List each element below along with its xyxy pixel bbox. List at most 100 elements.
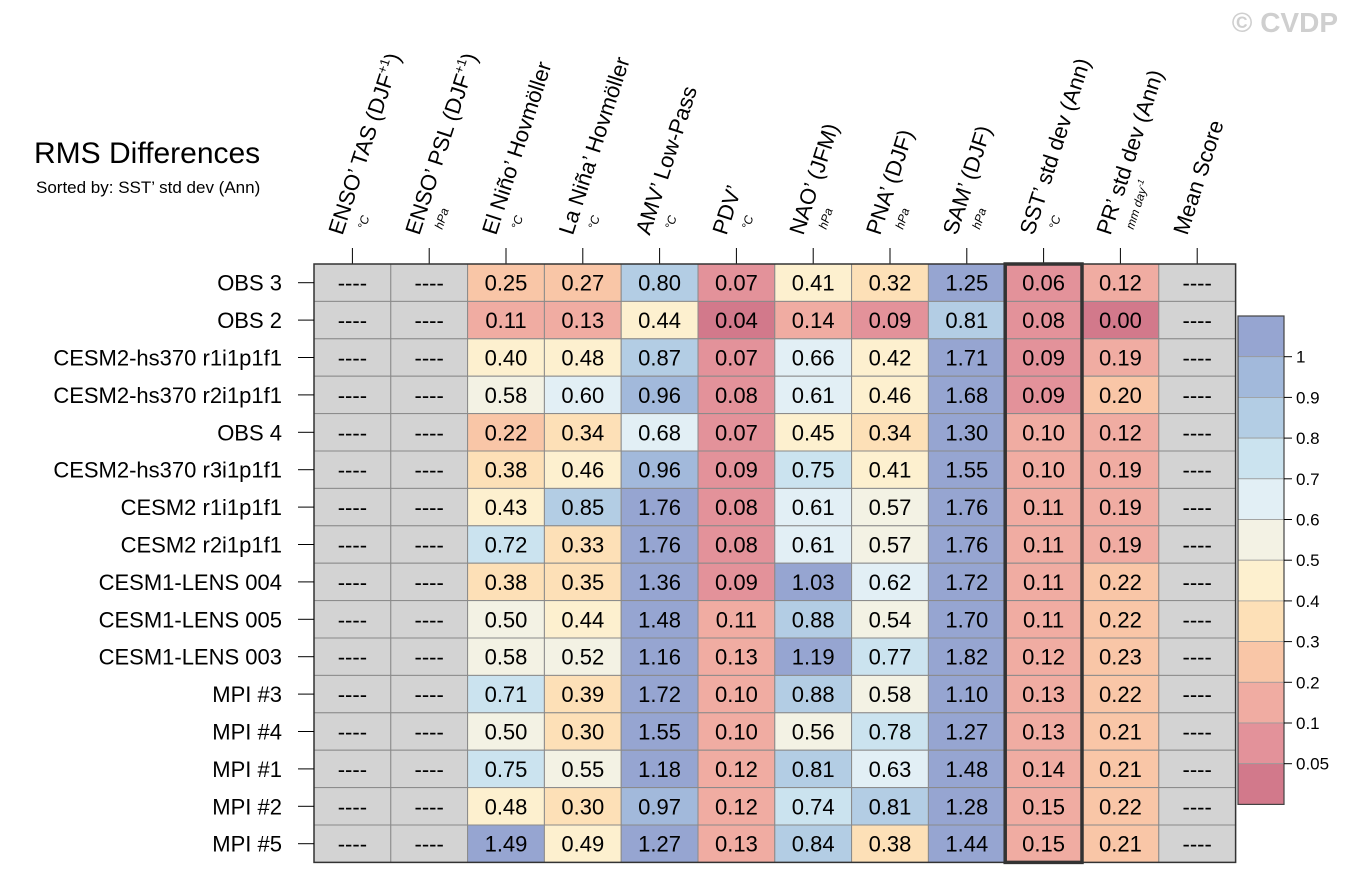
cell-value: 0.13: [715, 832, 758, 857]
heatmap-cell: [543, 300, 622, 340]
heatmap-cell: [774, 562, 853, 602]
heatmap-cell: [774, 600, 853, 639]
column-label: SAM’ (DJF): [938, 122, 997, 237]
cell-value: 0.30: [561, 794, 604, 819]
heatmap-cell: [774, 300, 853, 340]
cell-value: 0.44: [638, 308, 681, 333]
cell-value: 0.19: [1099, 346, 1142, 371]
cell-value: 0.04: [715, 308, 758, 333]
cell-value: 0.38: [485, 570, 528, 595]
cell-value: 0.34: [869, 420, 912, 445]
cell-value: ----: [1183, 607, 1212, 632]
heatmap-cell: [1081, 413, 1160, 452]
heatmap-cell: [927, 712, 1006, 751]
cell-value: 0.75: [792, 458, 835, 483]
cell-value: ----: [1183, 458, 1212, 483]
cell-value: 0.07: [715, 346, 758, 371]
colorbar-tick-label: 0.4: [1296, 592, 1320, 611]
heatmap-cell: [543, 787, 622, 826]
cell-value: 0.20: [1099, 383, 1142, 408]
colorbar-swatch: [1237, 519, 1285, 561]
cell-value: ----: [1183, 383, 1212, 408]
heatmap-cell: [1158, 674, 1237, 714]
cell-value: 0.81: [945, 308, 988, 333]
heatmap-cell: [390, 824, 469, 863]
colorbar-tick-label: 1: [1296, 348, 1305, 367]
cell-value: 0.35: [561, 570, 604, 595]
cell-value: 0.60: [561, 383, 604, 408]
cell-value: 0.07: [715, 271, 758, 296]
cell-value: ----: [415, 682, 444, 707]
row-label: CESM1-LENS 004: [99, 570, 282, 595]
heatmap-cell: [1158, 824, 1237, 863]
heatmap-cell: [467, 450, 545, 489]
heatmap-cell: [620, 562, 699, 602]
cell-value: 1.30: [945, 420, 988, 445]
heatmap-cell: [313, 637, 392, 676]
heatmap-cell: [467, 300, 545, 340]
heatmap-cell: [620, 712, 699, 751]
cell-value: 0.34: [561, 420, 604, 445]
cell-value: ----: [1183, 757, 1212, 782]
cell-value: 0.22: [485, 420, 528, 445]
heatmap-cell: [313, 300, 392, 340]
row-label: OBS 3: [217, 271, 282, 296]
cell-value: 0.09: [1022, 383, 1065, 408]
heatmap-cell: [697, 487, 776, 527]
column-label-sup: +1: [374, 57, 393, 76]
cell-value: ----: [338, 794, 367, 819]
row-label: CESM2-hs370 r2i1p1f1: [53, 383, 282, 408]
heatmap-cell: [620, 824, 699, 863]
cell-value: 0.38: [869, 832, 912, 857]
cell-value: ----: [338, 308, 367, 333]
cell-value: 0.21: [1099, 832, 1142, 857]
cell-value: ----: [415, 607, 444, 632]
cell-value: ----: [1183, 495, 1212, 520]
cell-value: 0.52: [561, 645, 604, 670]
heatmap-cell: [1081, 263, 1160, 302]
heatmap-cell: [543, 674, 622, 714]
cell-value: 0.62: [869, 570, 912, 595]
cell-value: 1.27: [638, 832, 681, 857]
cell-value: ----: [338, 757, 367, 782]
cell-value: 1.48: [638, 607, 681, 632]
column-label: NAO’ (JFM): [784, 120, 843, 237]
heatmap-cell: [851, 300, 929, 340]
column-unit: hPa: [893, 206, 913, 231]
heatmap-cell: [543, 338, 622, 377]
column-unit: hPa: [816, 206, 836, 231]
cell-value: 0.80: [638, 271, 681, 296]
heatmap-cell: [620, 637, 699, 676]
cell-value: 0.32: [869, 271, 912, 296]
heatmap-cell: [1081, 300, 1160, 340]
row-label: MPI #2: [212, 794, 282, 819]
heatmap-cell: [1004, 263, 1083, 302]
heatmap-cell: [620, 749, 699, 789]
heatmap-cell: [697, 712, 776, 751]
heatmap-cell: [467, 600, 545, 639]
heatmap-cell: [390, 300, 469, 340]
heatmap-cell: [927, 562, 1006, 602]
cell-value: 0.55: [561, 757, 604, 782]
cell-value: ----: [415, 308, 444, 333]
cell-value: 0.57: [869, 495, 912, 520]
heatmap-cell: [1081, 674, 1160, 714]
heatmap-grid: ---- ---- 0.25 0.27 0.80 0.07 0.41 0.32 1.25 0.06…: [313, 262, 1237, 865]
heatmap-cell: [1081, 375, 1160, 415]
cell-value: ----: [338, 720, 367, 745]
colorbar-swatch: [1237, 315, 1285, 358]
cell-value: 0.81: [792, 757, 835, 782]
cell-value: 0.13: [1022, 720, 1065, 745]
heatmap-cell: [1081, 749, 1160, 789]
cell-value: 0.63: [869, 757, 912, 782]
cell-value: ----: [1183, 420, 1212, 445]
colorbar: 1 0.9 0.8 0.7 0.6 0.5 0.4 0.3 0.2 0.1 0.05: [1237, 315, 1329, 805]
heatmap-cell: [467, 787, 545, 826]
cell-value: 0.78: [869, 720, 912, 745]
cell-value: 0.48: [485, 794, 528, 819]
heatmap-cell: [1158, 263, 1237, 302]
cell-value: 1.55: [638, 720, 681, 745]
cell-value: 1.19: [792, 645, 835, 670]
cell-value: 1.76: [638, 495, 681, 520]
heatmap-cell: [1004, 300, 1083, 340]
